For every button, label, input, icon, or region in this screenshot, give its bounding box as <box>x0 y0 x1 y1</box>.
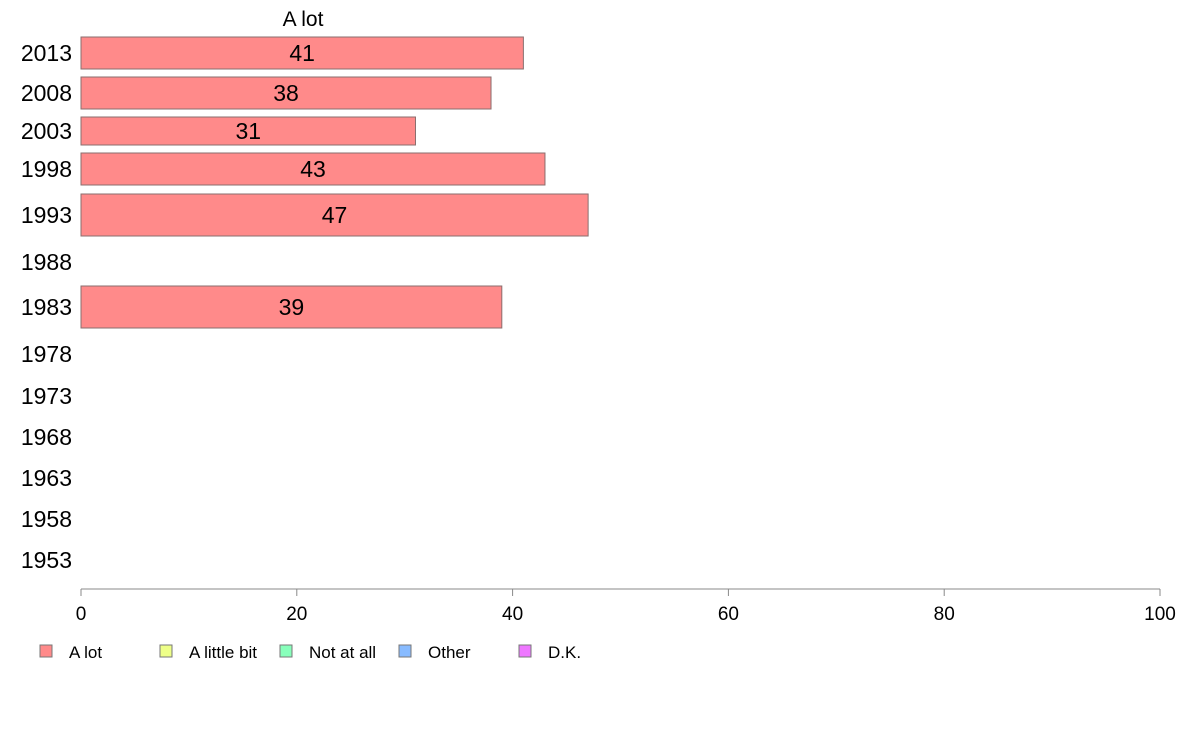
bar <box>80 76 492 110</box>
category-label: 1958 <box>21 506 72 532</box>
legend-swatch <box>159 644 173 658</box>
data-label: 39 <box>279 294 305 320</box>
x-tick-label: 80 <box>934 604 955 625</box>
data-label: 31 <box>235 118 261 144</box>
category-label: 1998 <box>21 156 72 182</box>
category-label: 1993 <box>21 202 72 228</box>
legend-swatch <box>398 644 412 658</box>
series-header: A lot <box>283 8 324 31</box>
legend-label: Other <box>428 643 471 662</box>
legend-swatch <box>279 644 293 658</box>
data-label: 38 <box>273 80 299 106</box>
legend-label: A little bit <box>189 643 257 662</box>
x-tick-label: 40 <box>502 604 523 625</box>
category-label: 1988 <box>21 249 72 275</box>
category-label: 1978 <box>21 341 72 367</box>
legend-label: Not at all <box>309 643 376 662</box>
bar <box>80 152 546 186</box>
bar <box>80 116 416 146</box>
x-tick-label: 0 <box>76 604 87 625</box>
data-label: 47 <box>322 202 348 228</box>
category-label: 2003 <box>21 118 72 144</box>
category-label: 1968 <box>21 424 72 450</box>
category-label: 1983 <box>21 294 72 320</box>
x-tick-label: 20 <box>286 604 307 625</box>
bar <box>80 193 589 237</box>
category-label: 1953 <box>21 547 72 573</box>
x-tick-label: 100 <box>1144 604 1176 625</box>
category-label: 1973 <box>21 383 72 409</box>
category-label: 2013 <box>21 40 72 66</box>
bar <box>80 36 524 70</box>
bar <box>80 285 503 329</box>
legend-label: A lot <box>69 643 102 662</box>
legend-swatch <box>39 644 53 658</box>
data-label: 43 <box>300 156 326 182</box>
category-label: 1963 <box>21 465 72 491</box>
category-label: 2008 <box>21 80 72 106</box>
data-label: 41 <box>289 40 315 66</box>
legend-label: D.K. <box>548 643 581 662</box>
legend-swatch <box>518 644 532 658</box>
x-tick-label: 60 <box>718 604 739 625</box>
